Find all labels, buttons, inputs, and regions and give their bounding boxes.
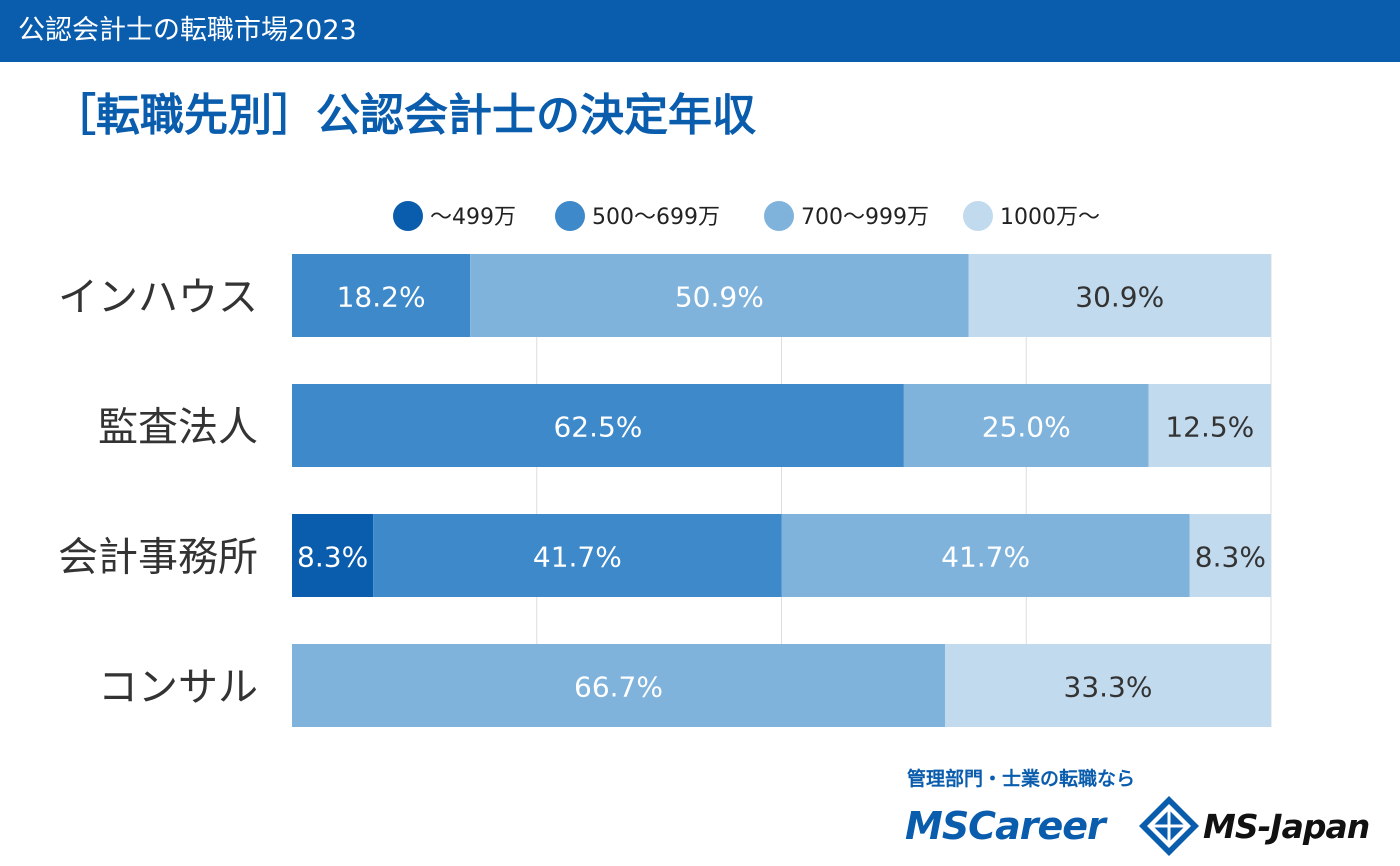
bar-segment xyxy=(903,384,1149,467)
data-label: 18.2% xyxy=(337,281,426,314)
bar-segment xyxy=(781,514,1190,597)
legend-label: 500〜699万 xyxy=(592,205,720,230)
legend-marker xyxy=(963,201,993,231)
bar-segment xyxy=(968,254,1271,337)
data-label: 66.7% xyxy=(574,671,663,704)
legend-marker xyxy=(555,201,585,231)
data-label: 41.7% xyxy=(533,541,622,574)
legend-marker xyxy=(393,201,423,231)
data-label: 30.9% xyxy=(1075,281,1164,314)
header-title: 公認会計士の転職市場2023 xyxy=(18,15,357,46)
bar-segment xyxy=(1148,384,1271,467)
category-label: 監査法人 xyxy=(98,405,258,451)
bar-segment xyxy=(292,644,945,727)
data-label: 25.0% xyxy=(982,411,1071,444)
bar-segment xyxy=(292,514,374,597)
data-label: 62.5% xyxy=(553,411,642,444)
header-bar: 公認会計士の転職市場2023 xyxy=(0,0,1400,62)
bar-segment xyxy=(470,254,969,337)
bar-segment xyxy=(1189,514,1271,597)
legend-label: 〜499万 xyxy=(430,205,516,230)
data-label: 12.5% xyxy=(1165,411,1254,444)
data-label: 8.3% xyxy=(1195,541,1266,574)
bar-segment xyxy=(292,384,904,467)
category-label: インハウス xyxy=(58,275,258,321)
logo-brand-primary: MSCareer xyxy=(905,804,1106,848)
diamond-logo-icon xyxy=(1139,796,1199,856)
category-label: コンサル xyxy=(98,665,258,711)
category-label: 会計事務所 xyxy=(58,535,258,581)
data-label: 8.3% xyxy=(297,541,368,574)
bar-segment xyxy=(944,644,1271,727)
data-label: 33.3% xyxy=(1064,671,1153,704)
legend-marker xyxy=(764,201,794,231)
data-label: 50.9% xyxy=(675,281,764,314)
legend-label: 1000万〜 xyxy=(1000,205,1100,230)
page-title: ［転職先別］公認会計士の決定年収 xyxy=(52,90,756,141)
legend-label: 700〜999万 xyxy=(801,205,929,230)
logo-tagline: 管理部門・士業の転職なら xyxy=(907,768,1136,790)
data-label: 41.7% xyxy=(941,541,1030,574)
bar-segment xyxy=(373,514,782,597)
brand-logo: 管理部門・士業の転職なら MSCareer MS-Japan xyxy=(905,766,1395,862)
bar-segment xyxy=(292,254,471,337)
logo-brand-secondary: MS-Japan xyxy=(1203,807,1370,846)
